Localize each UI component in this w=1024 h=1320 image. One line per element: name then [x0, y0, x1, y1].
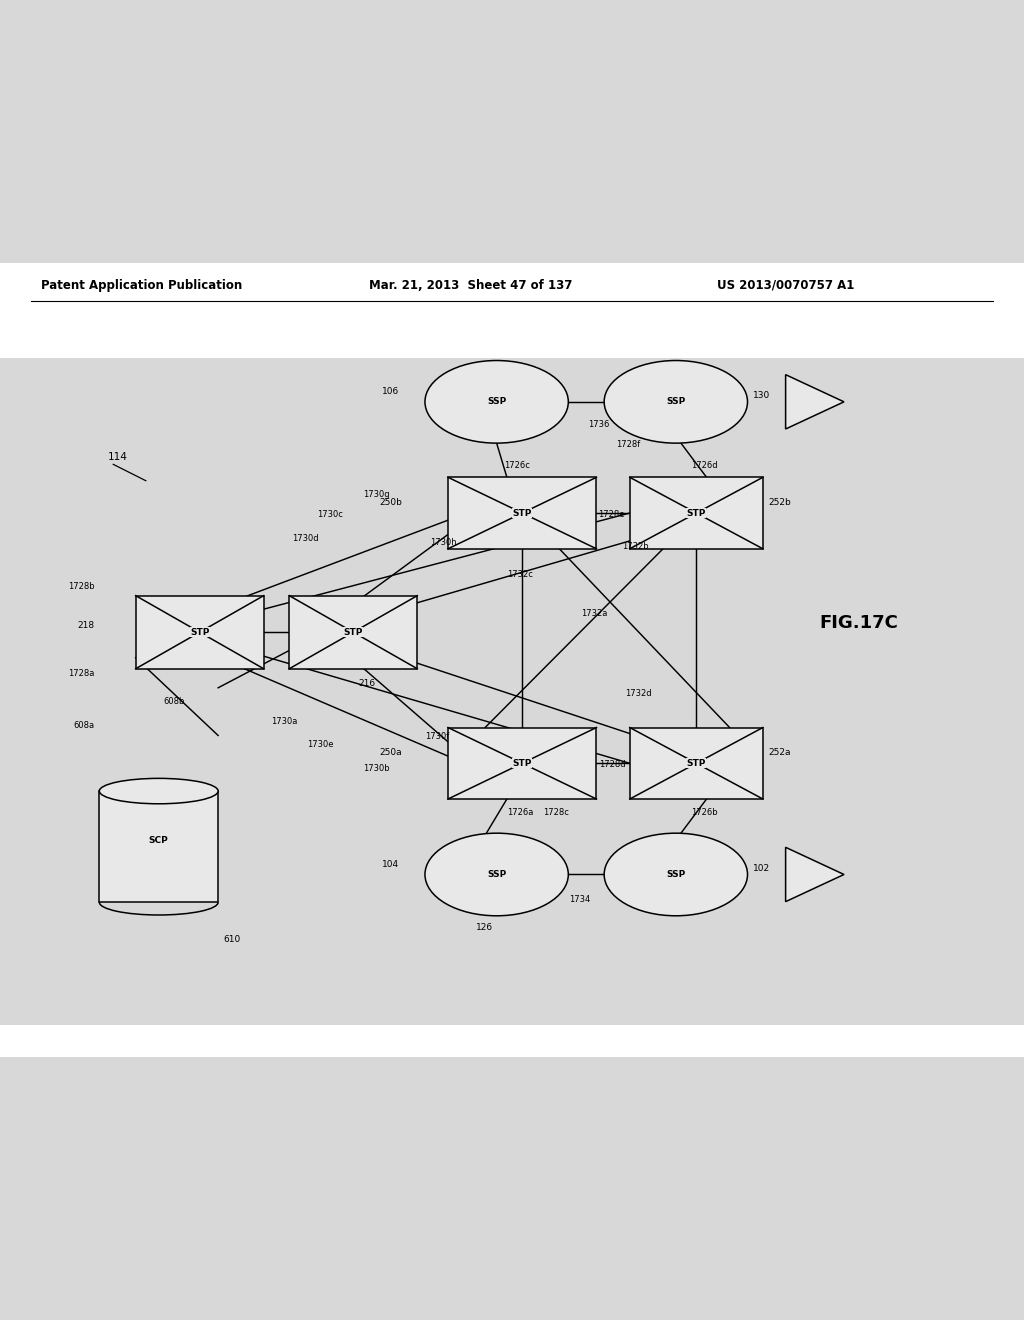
Text: 1728e: 1728e — [598, 510, 625, 519]
Text: 126: 126 — [476, 923, 494, 932]
Ellipse shape — [99, 779, 218, 804]
Bar — [0, 1026, 1024, 1057]
Text: 1726a: 1726a — [507, 808, 534, 817]
Text: STP: STP — [190, 628, 209, 636]
Bar — [449, 727, 596, 799]
Text: 1732a: 1732a — [581, 610, 607, 618]
Text: 1726c: 1726c — [504, 461, 529, 470]
Text: 1736: 1736 — [588, 420, 609, 429]
Text: 1732b: 1732b — [623, 541, 649, 550]
Text: 610: 610 — [223, 935, 241, 944]
Ellipse shape — [425, 360, 568, 444]
Text: US 2013/0070757 A1: US 2013/0070757 A1 — [717, 279, 854, 292]
Bar — [630, 478, 763, 549]
Bar — [630, 727, 763, 799]
Polygon shape — [785, 847, 844, 902]
Text: SSP: SSP — [487, 397, 506, 407]
Text: 216: 216 — [358, 680, 376, 688]
Bar — [0, 263, 1024, 322]
Text: 1728b: 1728b — [68, 582, 94, 590]
Text: 106: 106 — [382, 387, 399, 396]
Bar — [135, 595, 264, 669]
Text: 1732d: 1732d — [625, 689, 651, 698]
Bar — [0, 302, 1024, 358]
Text: SSP: SSP — [667, 397, 685, 407]
Text: 1728c: 1728c — [543, 808, 568, 817]
Text: 1728d: 1728d — [600, 760, 627, 770]
Text: STP: STP — [687, 508, 706, 517]
Text: 250b: 250b — [379, 498, 401, 507]
Text: FIG.17C: FIG.17C — [819, 614, 898, 632]
Text: 114: 114 — [108, 451, 127, 462]
Text: 1728f: 1728f — [616, 440, 641, 449]
Text: 1730b: 1730b — [364, 764, 390, 774]
Text: 252b: 252b — [768, 498, 791, 507]
Text: 1726b: 1726b — [691, 808, 718, 817]
Bar — [449, 478, 596, 549]
Ellipse shape — [604, 833, 748, 916]
Text: 1726d: 1726d — [691, 461, 718, 470]
Text: 130: 130 — [753, 391, 770, 400]
Text: 1730e: 1730e — [307, 741, 334, 750]
Bar — [99, 791, 218, 903]
Text: 104: 104 — [382, 859, 399, 869]
Text: 1728a: 1728a — [69, 669, 94, 678]
Ellipse shape — [425, 833, 568, 916]
Text: 250a: 250a — [379, 748, 401, 758]
Text: 1730d: 1730d — [292, 533, 318, 543]
Bar — [289, 595, 418, 669]
Text: 608a: 608a — [73, 721, 94, 730]
Text: SSP: SSP — [487, 870, 506, 879]
Text: 1730a: 1730a — [271, 717, 298, 726]
Text: 608b: 608b — [164, 697, 185, 706]
Text: SSP: SSP — [667, 870, 685, 879]
Text: 252a: 252a — [768, 748, 791, 758]
Text: 1730h: 1730h — [430, 537, 457, 546]
Text: STP: STP — [513, 508, 531, 517]
Text: SCP: SCP — [148, 836, 169, 845]
Text: 1730c: 1730c — [317, 510, 343, 519]
Text: 1732c: 1732c — [507, 570, 532, 578]
Text: Mar. 21, 2013  Sheet 47 of 137: Mar. 21, 2013 Sheet 47 of 137 — [369, 279, 572, 292]
Text: 1734: 1734 — [569, 895, 591, 904]
Text: STP: STP — [344, 628, 362, 636]
Text: Patent Application Publication: Patent Application Publication — [41, 279, 243, 292]
Polygon shape — [785, 375, 844, 429]
Text: STP: STP — [513, 759, 531, 768]
Text: STP: STP — [687, 759, 706, 768]
Text: 102: 102 — [753, 863, 770, 873]
Text: 1730g: 1730g — [364, 490, 390, 499]
Text: 1730f: 1730f — [425, 733, 450, 742]
Text: 218: 218 — [78, 622, 94, 630]
Ellipse shape — [604, 360, 748, 444]
